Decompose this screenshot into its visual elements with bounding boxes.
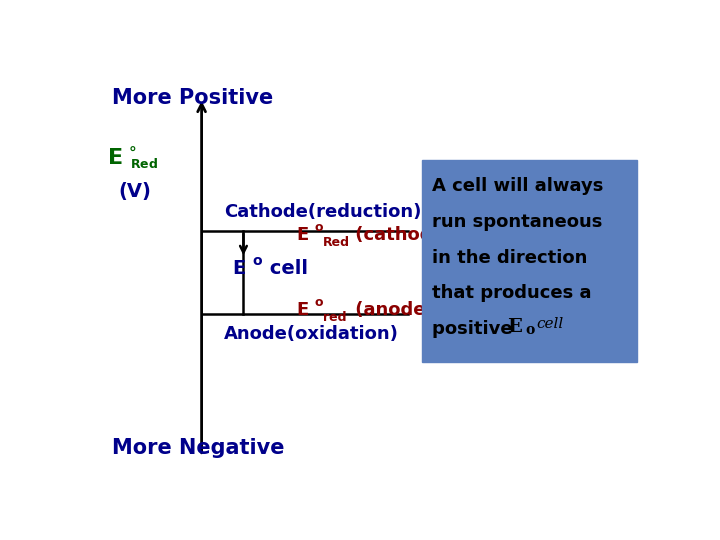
Text: positive: positive <box>432 320 519 338</box>
Text: $\mathdefault{E}$: $\mathdefault{E}$ <box>107 148 122 168</box>
Text: that produces a: that produces a <box>432 285 592 302</box>
Text: o: o <box>526 322 535 336</box>
Text: E: E <box>297 301 309 319</box>
Text: More Positive: More Positive <box>112 87 274 107</box>
Text: cell: cell <box>536 317 564 331</box>
Text: E: E <box>297 226 309 244</box>
Text: run spontaneous: run spontaneous <box>432 213 603 231</box>
Text: cell: cell <box>263 259 308 278</box>
Text: A cell will always: A cell will always <box>432 177 603 195</box>
Text: E: E <box>233 259 246 278</box>
Text: (V): (V) <box>118 182 150 201</box>
Text: More Negative: More Negative <box>112 438 285 458</box>
FancyBboxPatch shape <box>422 160 637 362</box>
Text: $\mathdefault{°}$: $\mathdefault{°}$ <box>128 145 136 160</box>
Text: red: red <box>323 311 346 324</box>
Text: $\mathdefault{Red}$: $\mathdefault{Red}$ <box>130 157 158 171</box>
Text: in the direction: in the direction <box>432 248 588 267</box>
Text: o: o <box>315 221 323 234</box>
Text: o: o <box>315 296 323 309</box>
Text: Red: Red <box>323 237 350 249</box>
Text: E: E <box>508 318 522 336</box>
Text: o: o <box>253 254 262 268</box>
Text: (cathode): (cathode) <box>349 226 454 244</box>
Text: Cathode(reduction): Cathode(reduction) <box>224 202 421 221</box>
Text: (anode): (anode) <box>349 301 434 319</box>
Text: Anode(oxidation): Anode(oxidation) <box>224 325 399 343</box>
